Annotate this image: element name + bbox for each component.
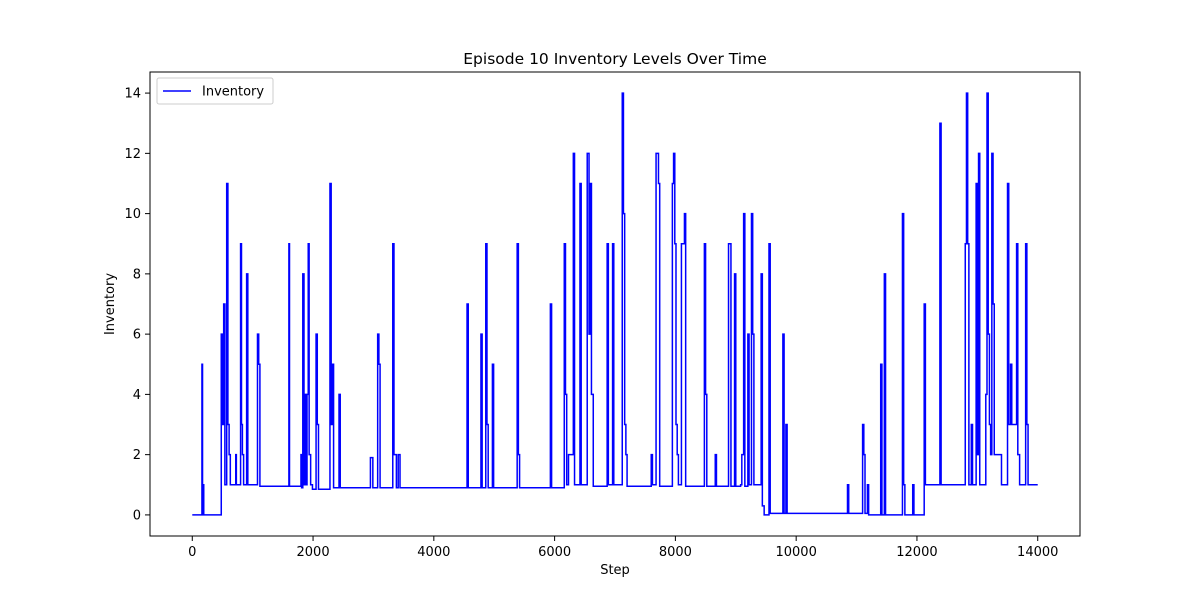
- legend-box: [156, 77, 274, 105]
- y-tick-label: 0: [133, 508, 141, 523]
- x-tick-label: 6000: [538, 545, 571, 560]
- y-tick-label: 2: [133, 448, 141, 463]
- x-tick-label: 12000: [896, 545, 937, 560]
- y-tick-label: 4: [133, 388, 141, 403]
- legend-label-inventory: Inventory: [202, 85, 264, 100]
- y-tick-label: 12: [124, 147, 141, 162]
- x-tick-label: 2000: [297, 545, 330, 560]
- x-tick-label: 14000: [1017, 545, 1058, 560]
- y-axis-label: Inventory: [103, 273, 118, 335]
- axes-frame: [149, 71, 1081, 537]
- chart-title: Episode 10 Inventory Levels Over Time: [463, 50, 766, 68]
- legend: Inventory: [156, 77, 274, 105]
- series-line-inventory: [192, 92, 1038, 516]
- y-tick-label: 6: [133, 328, 141, 343]
- data-layer: [192, 92, 1038, 516]
- x-tick-label: 0: [188, 545, 196, 560]
- x-tick-label: 8000: [659, 545, 692, 560]
- y-tick-label: 10: [124, 207, 141, 222]
- x-tick-label: 4000: [417, 545, 450, 560]
- y-tick-label: 14: [124, 87, 141, 102]
- axes-layer: 0 2000 4000 6000 8000 10000 12000 14000 0 2 4 6 8 10 1…: [124, 71, 1081, 560]
- x-axis-label: Step: [600, 563, 630, 578]
- y-tick-label: 8: [133, 267, 141, 282]
- x-tick-label: 10000: [775, 545, 816, 560]
